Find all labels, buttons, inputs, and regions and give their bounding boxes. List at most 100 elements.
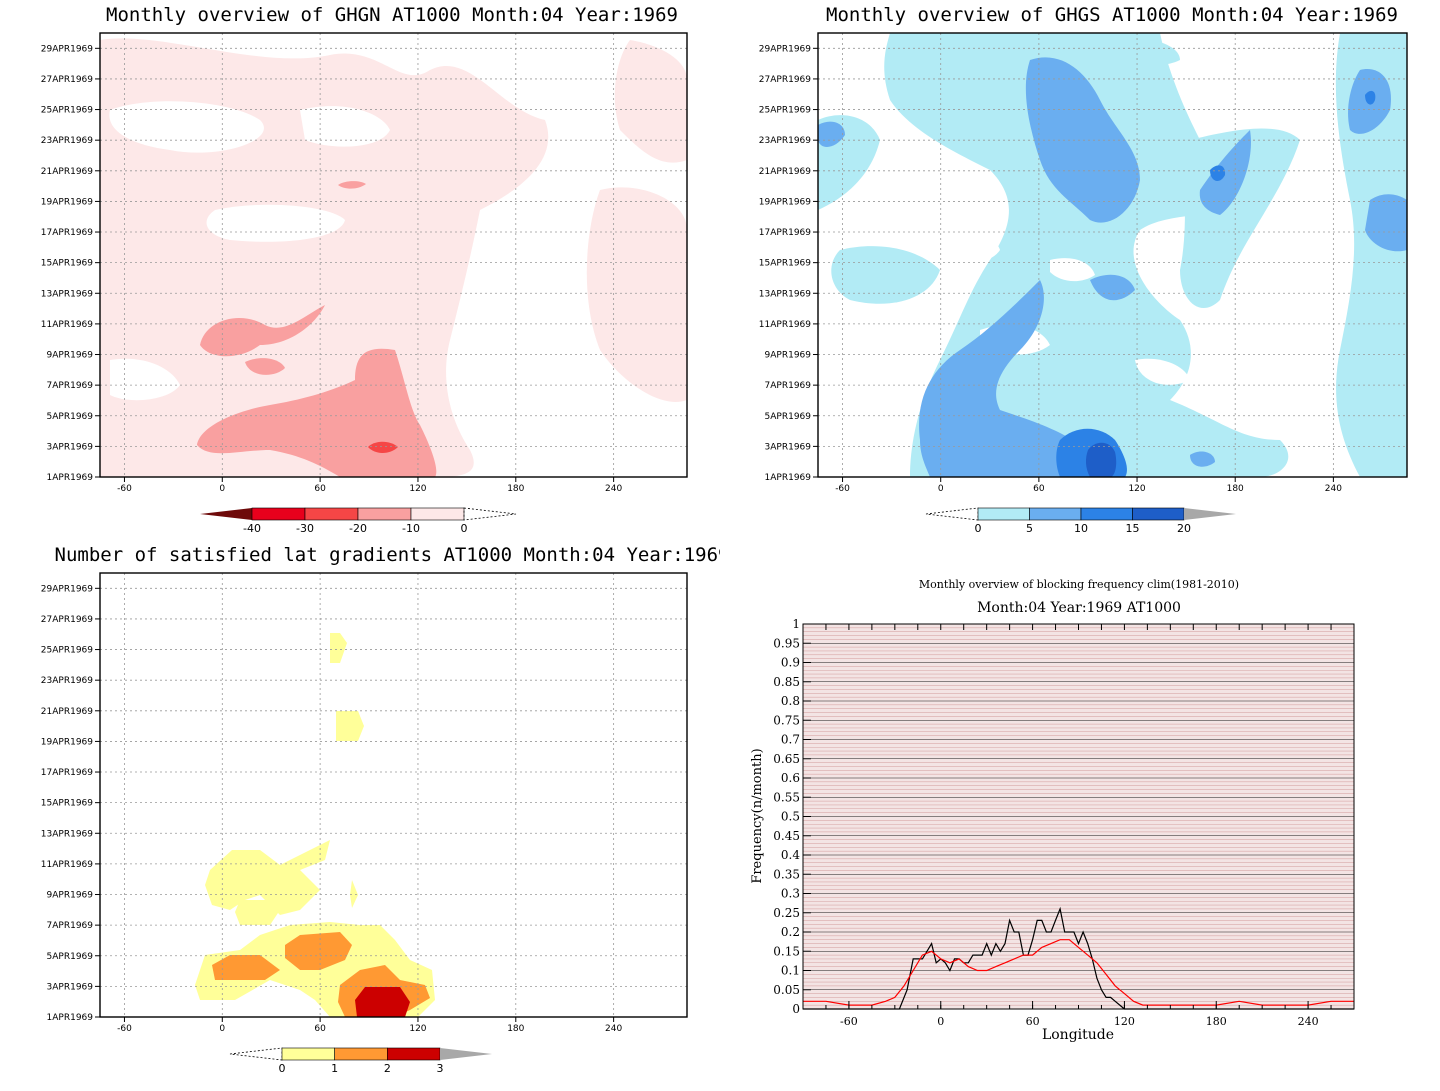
ghgs-contour-dark-3	[1365, 90, 1376, 105]
ghgn-colorbar-extend-low	[200, 508, 252, 520]
ghgn-ytick-label: 23APR1969	[41, 136, 93, 146]
ghgn-ytick-label: 7APR1969	[47, 381, 94, 391]
ghgs-ytick-label: 3APR1969	[765, 442, 812, 452]
ghgs-ytick-label: 27APR1969	[759, 75, 811, 85]
sat-grid	[100, 573, 687, 1018]
sat-ytick-label: 11APR1969	[41, 860, 93, 870]
ghgn-xtick-label: 0	[219, 484, 225, 494]
freq-ytick-label: 0.4	[781, 848, 800, 862]
freq-ytick-label: 0.2	[781, 925, 800, 939]
sat-ytick-label: 27APR1969	[41, 615, 93, 625]
freq-xtick-label: 240	[1298, 1015, 1319, 1028]
sat-ytick-label: 1APR1969	[47, 1013, 94, 1023]
ghgn-xtick-label: 240	[605, 484, 622, 494]
sat-ytick-label: 5APR1969	[47, 952, 94, 962]
freq-ylabel: Frequency(n/month)	[750, 748, 765, 883]
freq-ytick-label: 0.45	[773, 829, 800, 843]
freq-xtick-label: 0	[937, 1015, 944, 1028]
sat-colorbar-label: 0	[279, 1062, 286, 1075]
ghgs-colorbar: 0 5 10 15 20	[925, 507, 1236, 535]
ghgn-ytick-label: 29APR1969	[41, 44, 93, 54]
ghgs-colorbar-box	[977, 507, 1030, 521]
ghgn-contour-mid-1	[200, 305, 325, 357]
ghgs-ytick-label: 29APR1969	[759, 44, 811, 54]
ghgn-ytick-label: 5APR1969	[47, 412, 94, 422]
ghgs-ytick-label: 1APR1969	[765, 473, 812, 483]
ghgn-ytick-label: 21APR1969	[41, 167, 93, 177]
sat-colorbar-extend-high	[440, 1048, 492, 1060]
ghgs-contour-darkest	[1085, 442, 1117, 477]
ghgn-contour-light-right2	[586, 187, 687, 402]
freq-ytick-label: 0.75	[773, 713, 800, 727]
ghgs-ytick-label: 21APR1969	[759, 167, 811, 177]
ghgn-contour-light-right	[614, 40, 687, 163]
freq-subtitle: Month:04 Year:1969 AT1000	[977, 600, 1181, 616]
ghgs-contour-mid-8	[1190, 451, 1215, 467]
ghgs-ytick-label: 7APR1969	[765, 381, 812, 391]
ghgs-contour-mid-2	[919, 280, 1104, 477]
sat-ytick-label: 19APR1969	[41, 737, 93, 747]
ghgs-title: Monthly overview of GHGS AT1000 Month:04…	[826, 4, 1398, 26]
freq-ytick-label: 0	[792, 1002, 800, 1016]
sat-colorbar-box	[387, 1047, 441, 1061]
ghgn-colorbar-label: -20	[349, 522, 367, 535]
freq-ytick-label: 0.1	[781, 964, 800, 978]
sat-colorbar-label: 1	[331, 1062, 338, 1075]
ghgs-ytick-label: 23APR1969	[759, 136, 811, 146]
sat-chart: Number of satisfied lat gradients AT1000…	[41, 544, 720, 1075]
sat-patch-orange-2	[285, 932, 352, 970]
freq-xtick-label: 60	[1026, 1015, 1040, 1028]
ghgn-xtick-label: 180	[507, 484, 524, 494]
ghgn-chart: Monthly overview of GHGN AT1000 Month:04…	[41, 4, 688, 535]
ghgs-contour-mid-7	[818, 121, 845, 147]
ghgn-colorbar-label: -10	[402, 522, 420, 535]
ghgn-xtick-label: -60	[117, 484, 132, 494]
ghgn-contour-dark	[368, 441, 398, 453]
ghgs-contour-light-r2	[1335, 33, 1407, 477]
sat-xtick-label: 180	[507, 1024, 524, 1034]
ghgs-colorbar-label: 5	[1026, 522, 1033, 535]
ghgs-ytick-label: 17APR1969	[759, 228, 811, 238]
sat-ytick-label: 9APR1969	[47, 891, 94, 901]
sat-panel: Number of satisfied lat gradients AT1000…	[0, 540, 720, 1091]
ghgs-ytick-label: 9APR1969	[765, 351, 812, 361]
freq-ytick-label: 0.05	[773, 983, 800, 997]
ghgs-chart: Monthly overview of GHGS AT1000 Month:04…	[759, 4, 1408, 535]
freq-ytick-label: 0.5	[781, 810, 800, 824]
sat-xtick-label: 240	[605, 1024, 622, 1034]
sat-colorbar-box	[281, 1047, 335, 1061]
ghgn-colorbar-box	[410, 507, 465, 521]
ghgs-xtick-label: -60	[835, 484, 850, 494]
sat-xtick-label: 60	[314, 1024, 326, 1034]
ghgs-xtick-label: 240	[1325, 484, 1342, 494]
ghgs-contour-mid-1	[1025, 57, 1140, 223]
ghgn-hole-3	[110, 358, 180, 401]
ghgs-colorbar-extend-low	[925, 507, 979, 521]
ghgs-ytick-label: 11APR1969	[759, 320, 811, 330]
freq-ytick-label: 0.85	[773, 675, 800, 689]
sat-patch-2	[336, 711, 364, 741]
sat-colorbar-extend-low	[229, 1047, 283, 1061]
ghgs-colorbar-label: 20	[1177, 522, 1191, 535]
ghgs-contour-light-r3	[1120, 38, 1180, 65]
freq-xtick-label: 120	[1114, 1015, 1135, 1028]
ghgs-colorbar-label: 10	[1074, 522, 1088, 535]
ghgs-contour-mid-6	[1365, 194, 1407, 252]
ghgn-title: Monthly overview of GHGN AT1000 Month:04…	[106, 4, 678, 26]
freq-series-black-line	[803, 906, 1354, 1010]
ghgs-axes: -60 0 60 120 180 240 1APR1969 3APR1969 5APR1969 7…	[759, 44, 1342, 494]
ghgn-colorbar: -40 -30 -20 -10 0	[200, 507, 517, 535]
freq-ytick-label: 0.35	[773, 867, 800, 881]
sat-ytick-label: 23APR1969	[41, 676, 93, 686]
ghgn-field	[100, 33, 687, 477]
freq-ytick-label: 0.9	[781, 656, 800, 670]
ghgn-ytick-label: 19APR1969	[41, 197, 93, 207]
ghgs-colorbar-box	[1132, 507, 1185, 521]
ghgn-ytick-label: 9APR1969	[47, 351, 94, 361]
sat-colorbar-label: 2	[384, 1062, 391, 1075]
freq-ytick-label: 0.65	[773, 752, 800, 766]
ghgn-xtick-label: 60	[314, 484, 326, 494]
ghgs-hole-4	[1135, 358, 1190, 385]
ghgn-colorbar-label: 0	[461, 522, 468, 535]
freq-background-lines	[803, 627, 1354, 1006]
